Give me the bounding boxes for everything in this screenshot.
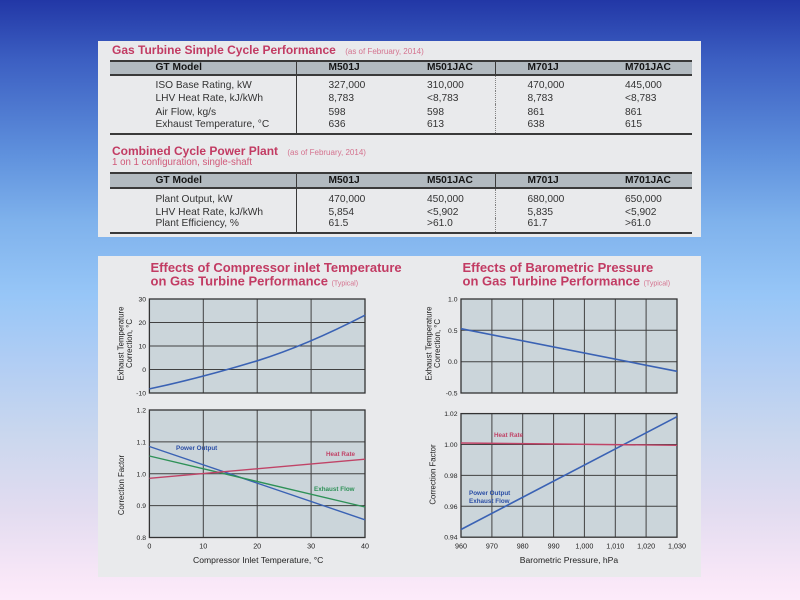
svg-text:10: 10 bbox=[138, 343, 146, 350]
svg-text:30: 30 bbox=[138, 296, 146, 303]
svg-text:1.1: 1.1 bbox=[137, 439, 147, 446]
svg-text:970: 970 bbox=[486, 541, 498, 550]
svg-text:0: 0 bbox=[142, 367, 146, 374]
svg-text:960: 960 bbox=[455, 541, 467, 550]
svg-text:Effects of Barometric Pressure: Effects of Barometric Pressure bbox=[463, 260, 654, 275]
svg-text:Exhaust Flow: Exhaust Flow bbox=[469, 498, 510, 505]
svg-text:1.0: 1.0 bbox=[448, 296, 458, 303]
svg-text:20: 20 bbox=[138, 320, 146, 327]
svg-text:990: 990 bbox=[548, 541, 560, 550]
svg-text:on Gas Turbine Performance (Ty: on Gas Turbine Performance (Typical) bbox=[463, 273, 671, 288]
svg-text:Heat Rate: Heat Rate bbox=[494, 432, 524, 439]
svg-text:1,030: 1,030 bbox=[668, 541, 686, 550]
svg-text:0: 0 bbox=[147, 541, 151, 550]
svg-text:0.98: 0.98 bbox=[444, 472, 457, 479]
svg-text:0.96: 0.96 bbox=[444, 503, 457, 510]
svg-text:1,000: 1,000 bbox=[575, 541, 593, 550]
svg-text:40: 40 bbox=[361, 541, 369, 550]
svg-text:1,020: 1,020 bbox=[637, 541, 655, 550]
svg-text:30: 30 bbox=[307, 541, 315, 550]
svg-text:0.9: 0.9 bbox=[137, 503, 147, 510]
svg-text:1,010: 1,010 bbox=[606, 541, 624, 550]
svg-text:0.5: 0.5 bbox=[448, 327, 458, 334]
svg-text:Exhaust Flow: Exhaust Flow bbox=[314, 486, 355, 493]
svg-text:Correction Factor: Correction Factor bbox=[429, 443, 438, 504]
svg-text:1.0: 1.0 bbox=[137, 471, 147, 478]
svg-text:-10: -10 bbox=[136, 390, 146, 397]
svg-text:Exhaust Temperature: Exhaust Temperature bbox=[425, 306, 434, 380]
svg-text:0.0: 0.0 bbox=[448, 359, 458, 366]
svg-text:1.00: 1.00 bbox=[444, 442, 457, 449]
svg-text:20: 20 bbox=[253, 541, 261, 550]
svg-text:0.8: 0.8 bbox=[137, 535, 147, 542]
svg-text:10: 10 bbox=[199, 541, 207, 550]
svg-text:on Gas Turbine Performance (Ty: on Gas Turbine Performance (Typical) bbox=[151, 273, 359, 288]
svg-text:Compressor Inlet Temperature,: Compressor Inlet Temperature, °C bbox=[193, 555, 323, 565]
svg-text:Exhaust Temperature: Exhaust Temperature bbox=[117, 306, 126, 380]
svg-text:Power Output: Power Output bbox=[176, 444, 218, 451]
svg-text:1.2: 1.2 bbox=[137, 407, 147, 414]
svg-text:Correction, °C: Correction, °C bbox=[125, 318, 134, 367]
svg-text:Power Output: Power Output bbox=[469, 490, 511, 497]
svg-text:Effects of Compressor inlet Te: Effects of Compressor inlet Temperature bbox=[151, 260, 402, 275]
svg-text:-0.5: -0.5 bbox=[446, 390, 458, 397]
svg-text:Heat Rate: Heat Rate bbox=[326, 451, 356, 458]
svg-text:0.94: 0.94 bbox=[444, 534, 457, 541]
svg-text:980: 980 bbox=[517, 541, 529, 550]
svg-text:Correction Factor: Correction Factor bbox=[117, 454, 126, 515]
svg-text:Correction, °C: Correction, °C bbox=[433, 318, 442, 367]
svg-text:Barometric Pressure, hPa: Barometric Pressure, hPa bbox=[520, 555, 619, 565]
svg-text:1.02: 1.02 bbox=[444, 411, 457, 418]
